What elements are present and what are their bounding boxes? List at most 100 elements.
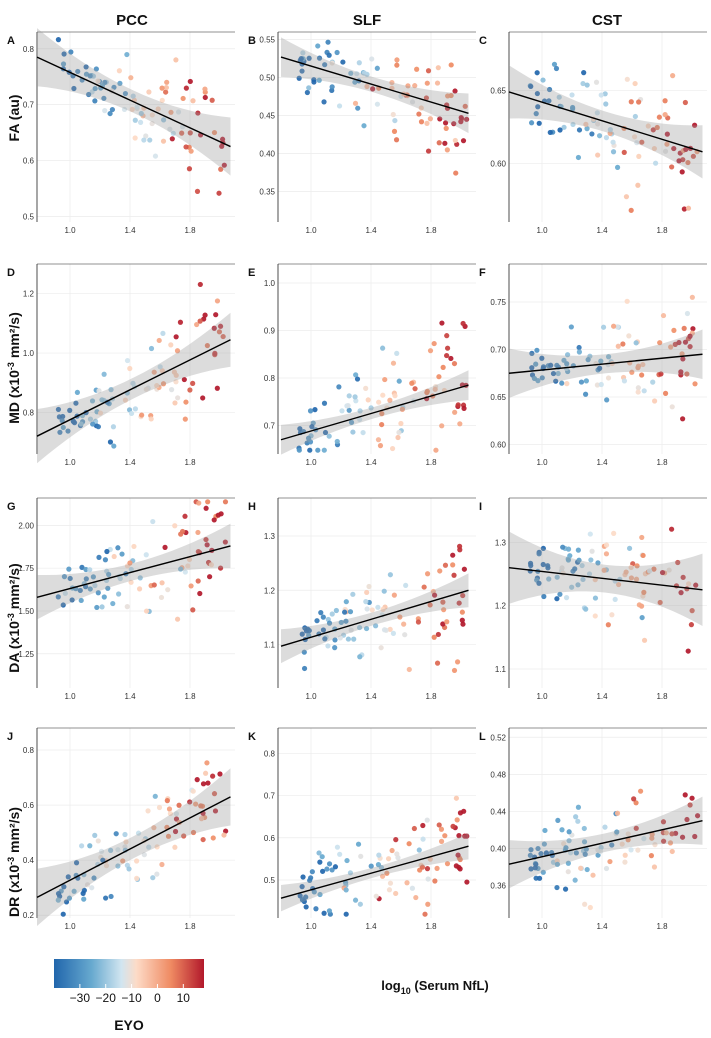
data-point	[66, 895, 73, 901]
panel-letter: L	[479, 731, 486, 743]
data-point	[573, 850, 579, 856]
data-point	[61, 884, 67, 890]
data-point	[389, 79, 395, 86]
data-point	[162, 544, 168, 550]
data-point	[137, 119, 144, 125]
data-point	[195, 549, 201, 555]
data-point	[116, 68, 122, 74]
data-point	[460, 138, 467, 144]
data-point	[650, 379, 656, 385]
data-point	[648, 853, 654, 859]
x-tick-label: 1.0	[64, 922, 76, 931]
data-point	[325, 643, 331, 649]
data-point	[299, 897, 306, 903]
data-point	[183, 85, 189, 91]
data-point	[424, 120, 430, 126]
data-point	[143, 386, 149, 392]
data-point	[396, 429, 402, 436]
data-point	[649, 835, 655, 841]
data-point	[313, 906, 319, 912]
data-point	[102, 108, 108, 114]
y-tick-label: 1.2	[23, 290, 35, 299]
data-point	[678, 372, 684, 378]
data-point	[104, 548, 110, 555]
data-point	[174, 348, 181, 354]
data-point	[583, 121, 589, 127]
data-point	[325, 39, 331, 45]
data-point	[181, 833, 187, 839]
data-point	[87, 416, 94, 422]
data-point	[213, 312, 219, 318]
data-point	[297, 893, 303, 899]
data-point	[578, 865, 584, 871]
data-point	[322, 62, 328, 68]
data-point	[219, 143, 225, 149]
data-point	[641, 589, 647, 595]
data-point	[315, 43, 321, 49]
data-point	[159, 580, 165, 586]
data-point	[187, 130, 193, 136]
data-point	[555, 370, 561, 377]
x-tick-label: 1.4	[124, 922, 136, 931]
data-point	[444, 345, 451, 351]
data-point	[438, 826, 445, 832]
data-point	[464, 879, 470, 885]
data-point	[221, 832, 227, 838]
data-point	[684, 816, 690, 823]
x-tick-label: 1.4	[124, 458, 136, 467]
data-point	[635, 182, 641, 188]
data-point	[582, 851, 588, 857]
data-point	[635, 847, 641, 853]
data-point	[205, 499, 211, 505]
data-point	[317, 859, 323, 865]
data-point	[685, 159, 691, 166]
panel-e: 1.0 1.4 1.8 0.7 0.8 0.9 1.0 E	[248, 263, 476, 467]
data-point	[622, 852, 628, 858]
y-tick-label: 1.0	[23, 349, 35, 358]
data-point	[456, 833, 462, 839]
data-point	[326, 861, 333, 867]
data-point	[129, 106, 135, 112]
data-point	[374, 101, 381, 107]
data-point	[545, 565, 551, 571]
data-point	[143, 608, 150, 614]
data-point	[195, 578, 201, 584]
data-point	[320, 614, 326, 620]
data-point	[572, 566, 578, 572]
data-point	[662, 148, 669, 154]
data-point	[205, 780, 211, 786]
data-point	[628, 847, 634, 853]
data-point	[614, 829, 620, 835]
data-point	[210, 835, 216, 841]
data-point	[580, 80, 586, 87]
data-point	[603, 551, 610, 557]
ylabel-dr: DR (x10-3 mm²/s)	[6, 807, 22, 917]
x-tick-label: 1.0	[536, 692, 548, 701]
data-point	[141, 852, 147, 858]
data-point	[563, 595, 570, 601]
data-point	[419, 864, 426, 870]
data-point	[363, 625, 370, 632]
data-point	[169, 387, 175, 393]
data-point	[597, 365, 603, 371]
x-tick-label: 1.8	[656, 692, 668, 701]
data-point	[586, 571, 593, 577]
data-point	[217, 771, 223, 777]
data-point	[394, 62, 400, 68]
x-tick-label: 1.8	[184, 226, 196, 235]
data-point	[315, 447, 321, 453]
data-point	[167, 810, 174, 817]
data-point	[641, 637, 648, 643]
data-point	[216, 190, 222, 196]
data-point	[387, 626, 393, 632]
data-point	[680, 356, 686, 362]
data-point	[357, 624, 363, 631]
x-tick-label: 1.0	[64, 692, 76, 701]
y-tick-label: 0.9	[264, 327, 276, 336]
panel-l: 1.0 1.4 1.8 0.36 0.40 0.44 0.48 0.52 L	[479, 727, 707, 931]
data-point	[164, 79, 170, 85]
data-point	[585, 357, 591, 363]
data-point	[582, 391, 589, 397]
data-point	[553, 65, 560, 72]
data-point	[438, 838, 445, 844]
